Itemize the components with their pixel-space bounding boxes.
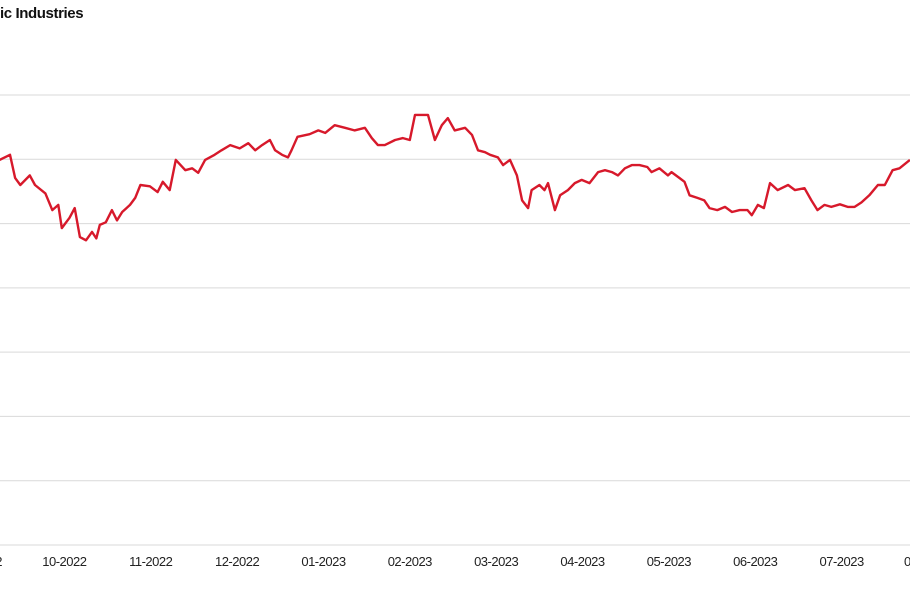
x-tick-label: 2 (0, 554, 2, 569)
x-tick-label: 02-2023 (388, 554, 432, 569)
x-tick-label: 05-2023 (647, 554, 691, 569)
x-tick-label: 03-2023 (474, 554, 518, 569)
x-tick-label: 06-2023 (733, 554, 777, 569)
chart-title: ic Industries (0, 5, 83, 22)
x-tick-label: 11-2022 (129, 554, 173, 569)
x-tick-label: 01-2023 (301, 554, 345, 569)
x-tick-label: 04-2023 (560, 554, 604, 569)
x-tick-label: 10-2022 (42, 554, 86, 569)
x-tick-label: 12-2022 (215, 554, 259, 569)
x-tick-label: 0 (904, 554, 910, 569)
price-line (0, 113, 910, 242)
x-tick-label: 07-2023 (820, 554, 864, 569)
